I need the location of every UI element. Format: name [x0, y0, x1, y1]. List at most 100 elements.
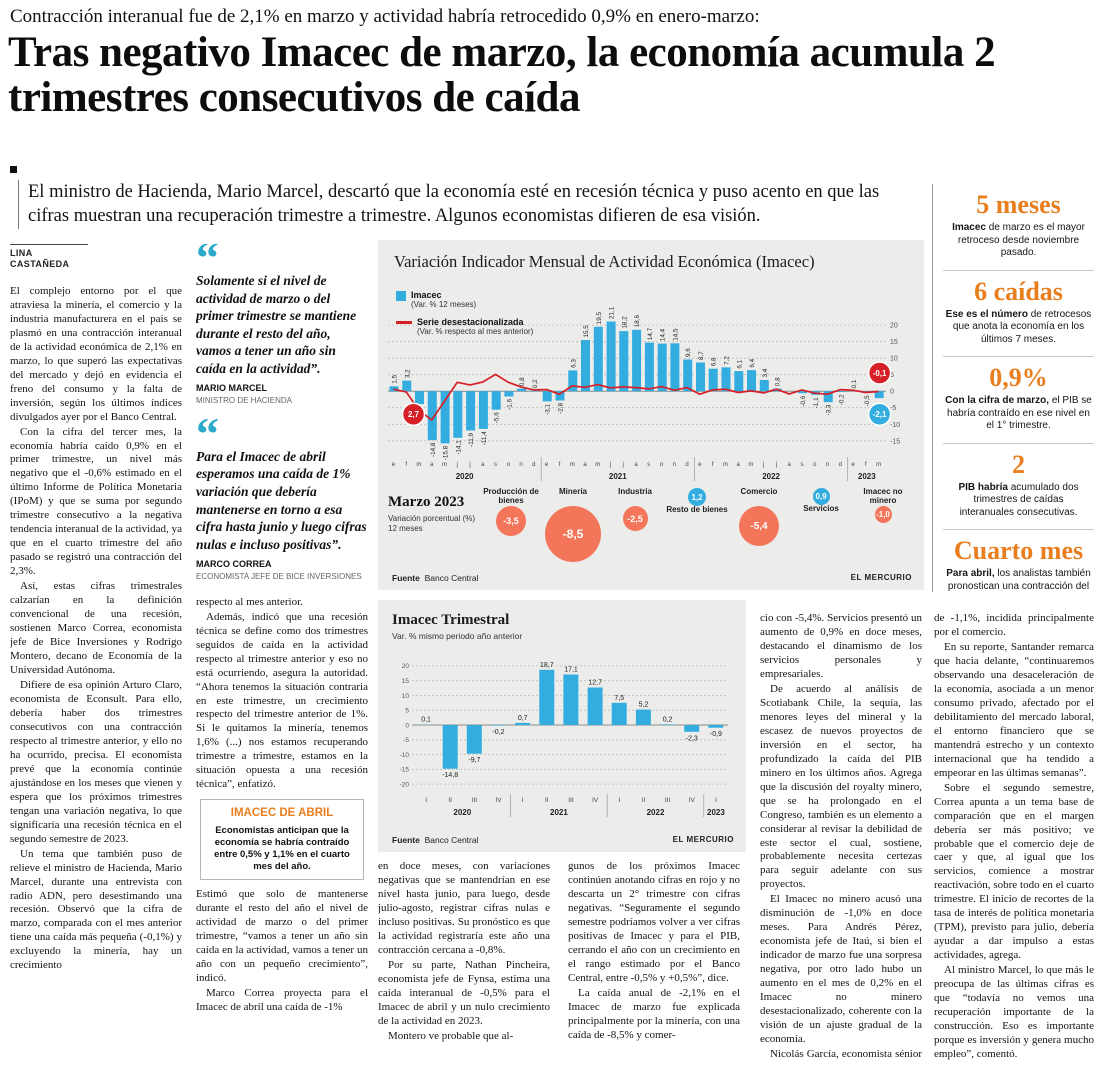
kicker: Contracción interanual fue de 2,1% en ma… — [10, 6, 760, 27]
svg-text:0: 0 — [405, 722, 409, 729]
svg-text:-5: -5 — [403, 737, 409, 744]
imacec-monthly-chart: 20151050-5-10-151,53,2-3,9-14,8-15,8-14,… — [380, 296, 921, 491]
svg-text:m: m — [570, 462, 575, 468]
body-column-4: gunos de los próximos Imacec continúen a… — [568, 860, 740, 1064]
svg-text:m: m — [416, 462, 421, 468]
svg-text:n: n — [519, 462, 522, 468]
svg-text:15,5: 15,5 — [583, 325, 590, 338]
sector-bubble-2: Minería -8,5 — [542, 487, 604, 562]
svg-text:III: III — [665, 797, 671, 804]
imacec-abril-text: Economistas anticipan que la economía se… — [214, 824, 350, 872]
stat-figure: Cuarto mes — [953, 536, 1084, 565]
svg-text:a: a — [634, 462, 638, 468]
svg-text:-0,9: -0,9 — [710, 731, 722, 738]
svg-text:-15,8: -15,8 — [443, 445, 450, 460]
svg-text:0,7: 0,7 — [518, 715, 528, 722]
source-label: Fuente Banco Central — [392, 835, 479, 845]
sector-bubbles: Producción de bienes -3,5 Minería -8,5 Indus… — [476, 487, 918, 566]
chart-subtitle: Var. % mismo periodo año anterior — [392, 631, 523, 641]
svg-text:I: I — [618, 797, 620, 804]
body-paragraph: De acuerdo al análisis de Scotiabank Chi… — [760, 682, 922, 891]
svg-text:2020: 2020 — [456, 472, 474, 481]
sector-value-bubble: -2,5 — [622, 506, 648, 531]
svg-text:21,1: 21,1 — [609, 306, 616, 319]
svg-text:j: j — [456, 462, 458, 468]
svg-text:-5: -5 — [890, 405, 896, 412]
svg-text:-5,6: -5,6 — [494, 412, 501, 423]
imacec-quarterly-chart: 20 15 10 5 0 -5 -10 -15 -20 0,1 I -14,8 II -9,7 III -0,… — [384, 654, 736, 827]
svg-text:2023: 2023 — [858, 472, 876, 481]
sidebar-items: 5 meses Imacec de marzo es el mayor retro… — [943, 184, 1094, 592]
svg-text:f: f — [559, 462, 561, 468]
svg-text:-3,1: -3,1 — [545, 404, 552, 415]
stat-figure: 0,9% — [989, 363, 1048, 392]
body-paragraph: cio con -5,4%. Servicios presentó un aum… — [760, 612, 922, 680]
svg-text:7,2: 7,2 — [724, 356, 731, 365]
svg-text:III: III — [568, 797, 574, 804]
sector-name: Servicios — [803, 504, 839, 513]
svg-text:a: a — [481, 462, 485, 468]
sector-name: Industria — [618, 487, 652, 496]
sector-value-bubble: 1,2 — [688, 488, 706, 506]
sidebar-stat-4: 2 PIB habría acumulado dos trimestres de … — [943, 442, 1094, 530]
svg-text:14,4: 14,4 — [660, 328, 667, 341]
svg-text:2022: 2022 — [762, 472, 780, 481]
quote-mark-icon: “ — [196, 407, 219, 459]
stat-text: Imacec de marzo es el mayor retroceso de… — [952, 222, 1085, 258]
svg-text:-9,7: -9,7 — [468, 757, 480, 764]
credit-label: EL MERCURIO — [850, 573, 912, 582]
svg-text:14,7: 14,7 — [647, 327, 654, 340]
svg-text:6,1: 6,1 — [736, 359, 743, 368]
svg-text:e: e — [698, 462, 702, 468]
sector-bubble-6: 0,9 Servicios — [790, 488, 852, 523]
sector-strip: Marzo 2023 Variación porcentual (%) 12 m… — [388, 487, 914, 566]
svg-text:j: j — [609, 462, 611, 468]
svg-text:f: f — [712, 462, 714, 468]
svg-text:n: n — [673, 462, 676, 468]
svg-text:m: m — [595, 462, 600, 468]
svg-text:-0,1: -0,1 — [873, 369, 887, 378]
stat-figure: 2 — [1012, 449, 1025, 479]
svg-text:2020: 2020 — [453, 808, 471, 817]
svg-text:-15: -15 — [400, 767, 410, 774]
chart-title: Variación Indicador Mensual de Actividad… — [394, 252, 815, 271]
svg-text:m: m — [876, 462, 881, 468]
svg-text:d: d — [685, 462, 688, 468]
body-paragraph: de -1,1%, incidida principalmente por el… — [934, 612, 1094, 638]
svg-text:m: m — [442, 462, 447, 468]
svg-text:e: e — [392, 462, 396, 468]
svg-text:8,7: 8,7 — [698, 351, 705, 360]
svg-text:-20: -20 — [400, 781, 410, 788]
sidebar-stat-5: Cuarto mes Para abril, los analistas tamb… — [943, 529, 1094, 592]
svg-text:s: s — [801, 462, 804, 468]
svg-text:-15: -15 — [890, 438, 900, 445]
quote-author: MARIO MARCEL — [196, 383, 267, 394]
svg-text:I: I — [715, 797, 717, 804]
svg-text:s: s — [647, 462, 650, 468]
svg-text:-2,8: -2,8 — [558, 403, 565, 414]
svg-text:0,8: 0,8 — [775, 377, 782, 386]
pull-quote-marcel: “ Solamente si el nivel de actividad de … — [196, 244, 368, 406]
body-paragraph: Sobre el segundo semestre, Correa apunta… — [934, 781, 1094, 962]
body-paragraph: El complejo entorno por el que atraviesa… — [10, 284, 182, 423]
svg-text:IV: IV — [592, 797, 599, 804]
sector-strip-head: Marzo 2023 Variación porcentual (%) 12 m… — [388, 488, 476, 566]
imacec-quarterly-chart-panel: Imacec Trimestral Var. % mismo periodo a… — [378, 600, 746, 852]
svg-text:5,2: 5,2 — [639, 702, 649, 709]
body-paragraph: Nicolás García, economista sénior de Coo… — [760, 1048, 922, 1064]
sector-bubble-7: Imacec no minero -1,0 — [852, 487, 914, 523]
sidebar-stat-1: 5 meses Imacec de marzo es el mayor retro… — [943, 184, 1094, 270]
chart-legend: Imacec (Var. % 12 meses) Serie desestaci… — [396, 290, 533, 343]
svg-text:-0,6: -0,6 — [800, 395, 807, 406]
svg-text:18,6: 18,6 — [634, 315, 641, 328]
body-column-1: LINA CASTAÑEDA El complejo entorno por e… — [10, 244, 182, 1064]
svg-text:-2,1: -2,1 — [873, 410, 887, 419]
legend-item-imacec: Imacec (Var. % 12 meses) — [396, 290, 533, 310]
svg-text:2022: 2022 — [647, 808, 665, 817]
sector-value-bubble: -1,0 — [874, 506, 892, 523]
svg-text:14,5: 14,5 — [672, 328, 679, 341]
svg-text:-0,2: -0,2 — [492, 729, 504, 736]
svg-text:9,6: 9,6 — [685, 348, 692, 357]
svg-text:j: j — [775, 462, 777, 468]
svg-text:20: 20 — [890, 323, 898, 330]
